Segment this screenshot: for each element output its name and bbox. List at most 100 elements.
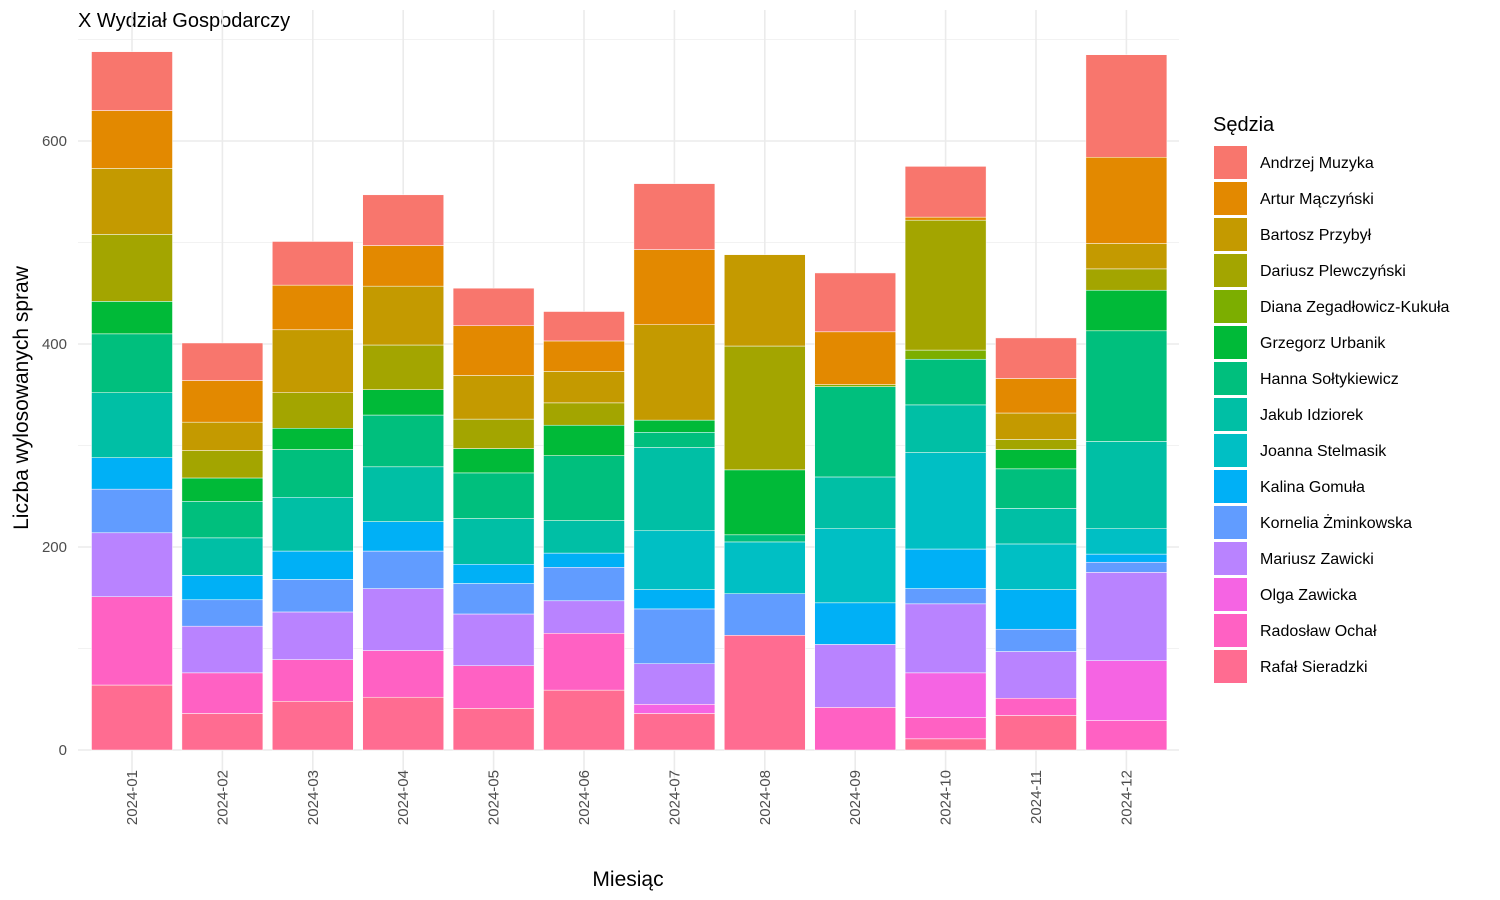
bar-segment <box>724 541 806 594</box>
x-tick-label: 2024-03 <box>305 770 322 825</box>
bar-segment <box>1085 268 1168 291</box>
bar-segment <box>814 331 896 385</box>
bar-segment <box>1085 572 1168 661</box>
bar-segment <box>904 404 987 453</box>
bar-segment <box>543 567 625 602</box>
bar-segment <box>181 625 264 674</box>
legend-items: Andrzej Muzyka Artur Mączyński Bartosz Prz… <box>1214 146 1450 683</box>
bar-segment <box>633 704 716 714</box>
bar-segment <box>904 717 987 740</box>
legend-title: Sędzia <box>1213 114 1275 136</box>
bar-segment <box>904 358 987 406</box>
bar-segment <box>1085 330 1168 442</box>
bar-segment <box>543 371 625 404</box>
bar-segment <box>181 380 264 423</box>
bar-segment <box>362 344 444 390</box>
bar-segment <box>272 241 354 286</box>
bar-segment <box>724 345 806 471</box>
bar-segment <box>1085 561 1168 573</box>
bar-segment <box>91 488 173 534</box>
bar-segment <box>362 696 444 751</box>
bar-segment <box>181 342 264 381</box>
bar-segment <box>724 534 806 543</box>
bar-segment <box>181 477 264 502</box>
bar-segment <box>91 301 173 335</box>
bar-segment <box>1085 720 1168 751</box>
bar-segment <box>543 520 625 554</box>
legend-key <box>1214 362 1247 395</box>
bar-segment <box>633 530 716 590</box>
legend-label: Joanna Stelmasik <box>1260 443 1387 460</box>
bar-segment <box>633 447 716 532</box>
bar-segment <box>633 324 716 421</box>
bar-segment <box>633 608 716 664</box>
bar-segment <box>814 528 896 604</box>
legend: Sędzia Andrzej Muzyka Artur Mączyński Bart… <box>1213 114 1450 683</box>
bar-segment <box>633 183 716 250</box>
legend-label: Rafał Sieradzki <box>1260 659 1368 676</box>
legend-label: Jakub Idziorek <box>1260 407 1364 424</box>
bar-segment <box>995 412 1077 440</box>
x-tick-label: 2024-08 <box>757 770 774 825</box>
y-tick-label: 0 <box>59 742 67 759</box>
bar-segment <box>91 392 173 458</box>
bar-segment <box>362 414 444 468</box>
legend-label: Radosław Ochał <box>1260 623 1377 640</box>
bar-segment <box>904 216 987 221</box>
bar-segment <box>272 329 354 393</box>
bar-segment <box>1085 289 1168 332</box>
bar-segment <box>272 659 354 702</box>
bar-segment <box>633 713 716 751</box>
legend-key <box>1214 218 1247 251</box>
bar-segment <box>814 476 896 529</box>
bar-segment <box>272 449 354 498</box>
bar-segment <box>995 378 1077 414</box>
bar-segment <box>91 333 173 393</box>
bar-segment <box>91 596 173 686</box>
x-tick-label: 2024-06 <box>576 770 593 825</box>
x-axis-label: Miesiąc <box>592 868 663 891</box>
bar-segment <box>995 508 1077 545</box>
bar-segment <box>904 738 987 751</box>
legend-key <box>1214 254 1247 287</box>
bar-segment <box>633 432 716 448</box>
bar-segment <box>91 51 173 111</box>
x-tick-label: 2024-05 <box>486 770 503 825</box>
bar-segment <box>91 684 173 751</box>
bar-segment <box>362 466 444 522</box>
bar-segment <box>452 518 535 565</box>
bar-segment <box>995 337 1077 379</box>
bar-segment <box>995 589 1077 630</box>
x-tick-label: 2024-12 <box>1118 770 1135 825</box>
bar-segment <box>995 628 1077 652</box>
bar-segment <box>995 449 1077 470</box>
legend-key <box>1214 146 1247 179</box>
bar-segment <box>181 501 264 539</box>
x-tick-label: 2024-10 <box>938 770 955 825</box>
bar-segment <box>995 715 1077 751</box>
y-axis-label: Liczba wylosowanych spraw <box>10 265 33 530</box>
x-tick-label: 2024-11 <box>1028 770 1045 824</box>
bar-segment <box>91 532 173 597</box>
bar-segment <box>543 340 625 372</box>
legend-key <box>1214 182 1247 215</box>
bar-segment <box>452 418 535 449</box>
bar-segment <box>272 701 354 751</box>
bar-segment <box>995 651 1077 699</box>
bar-segment <box>814 644 896 708</box>
bar-segment <box>1085 441 1168 529</box>
bar-segment <box>452 375 535 420</box>
legend-key <box>1214 578 1247 611</box>
bar-segment <box>362 194 444 246</box>
bar-segment <box>543 424 625 456</box>
bar-segment <box>724 254 806 347</box>
bar-segment <box>814 384 896 387</box>
legend-key <box>1214 434 1247 467</box>
bar-segment <box>543 402 625 426</box>
bar-segment <box>904 219 987 351</box>
bar-segment <box>995 543 1077 590</box>
bar-segment <box>272 392 354 429</box>
bar-segment <box>633 589 716 610</box>
bar-segment <box>904 672 987 718</box>
